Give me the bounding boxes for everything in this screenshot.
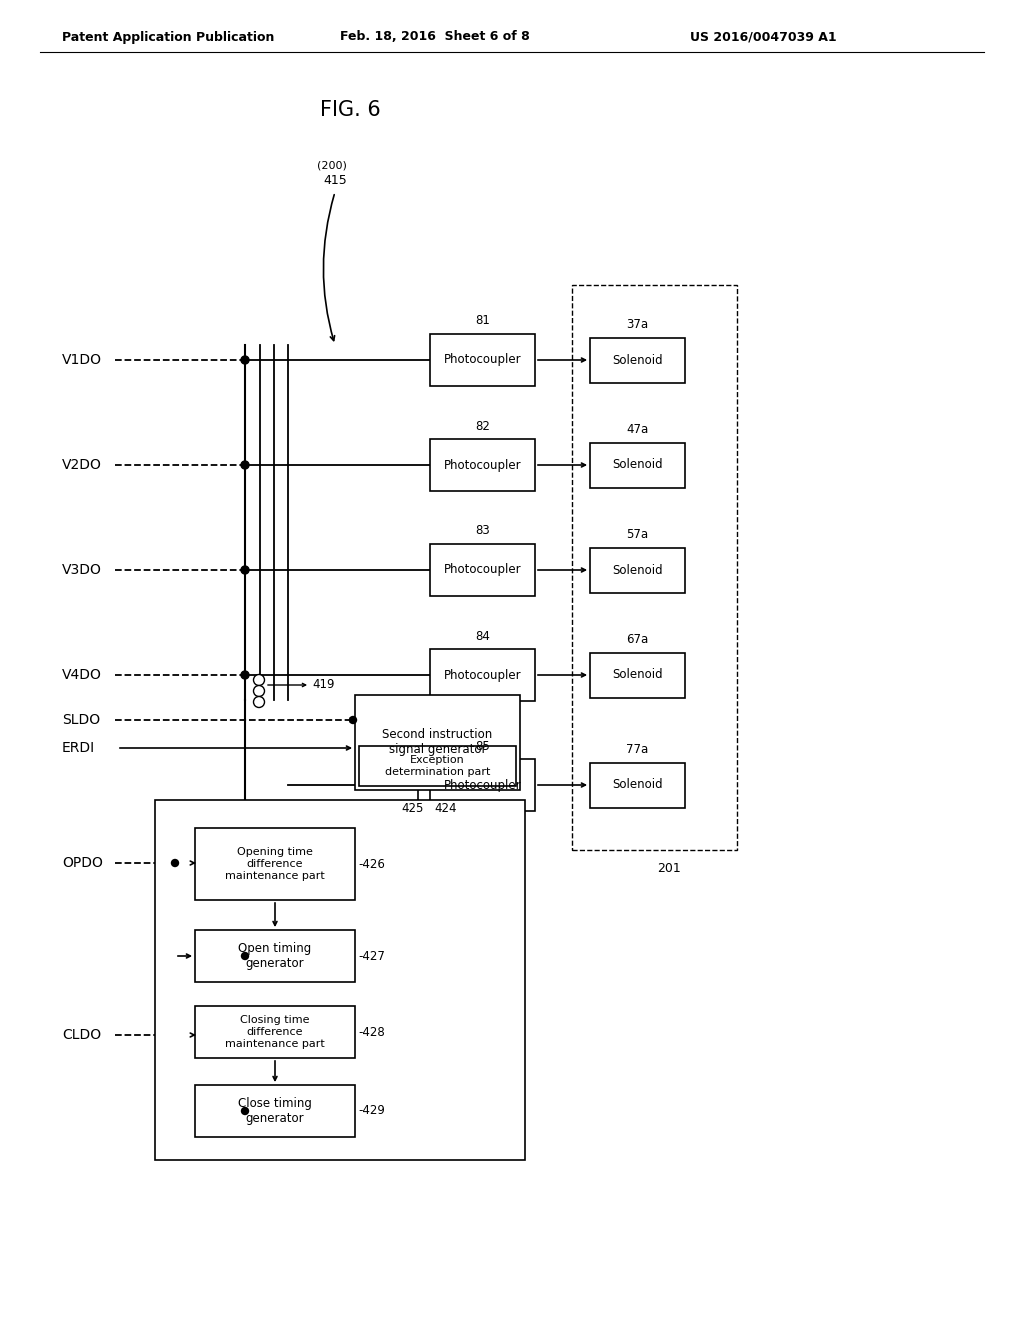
Circle shape bbox=[241, 566, 249, 574]
Text: -426: -426 bbox=[358, 858, 385, 870]
FancyBboxPatch shape bbox=[155, 800, 525, 1160]
Text: Photocoupler: Photocoupler bbox=[443, 779, 521, 792]
Circle shape bbox=[254, 697, 264, 708]
Text: Feb. 18, 2016  Sheet 6 of 8: Feb. 18, 2016 Sheet 6 of 8 bbox=[340, 30, 529, 44]
Text: Photocoupler: Photocoupler bbox=[443, 354, 521, 367]
Text: Solenoid: Solenoid bbox=[612, 779, 663, 792]
Text: 67a: 67a bbox=[627, 634, 648, 645]
Text: 201: 201 bbox=[657, 862, 681, 874]
Text: (200): (200) bbox=[317, 160, 347, 170]
FancyBboxPatch shape bbox=[590, 548, 685, 593]
Text: 85: 85 bbox=[475, 739, 489, 752]
Circle shape bbox=[241, 356, 249, 364]
Text: 77a: 77a bbox=[627, 743, 648, 756]
FancyBboxPatch shape bbox=[195, 931, 355, 982]
Text: CLDO: CLDO bbox=[62, 1028, 101, 1041]
FancyBboxPatch shape bbox=[359, 746, 516, 785]
Text: 47a: 47a bbox=[627, 422, 648, 436]
FancyBboxPatch shape bbox=[430, 544, 535, 597]
FancyBboxPatch shape bbox=[590, 652, 685, 697]
Text: Open timing
generator: Open timing generator bbox=[239, 942, 311, 970]
Circle shape bbox=[254, 675, 264, 685]
Text: 57a: 57a bbox=[627, 528, 648, 541]
FancyBboxPatch shape bbox=[590, 338, 685, 383]
Text: Photocoupler: Photocoupler bbox=[443, 458, 521, 471]
Text: Closing time
difference
maintenance part: Closing time difference maintenance part bbox=[225, 1015, 325, 1048]
Circle shape bbox=[241, 461, 249, 469]
Text: Close timing
generator: Close timing generator bbox=[238, 1097, 312, 1125]
Circle shape bbox=[254, 685, 264, 697]
FancyBboxPatch shape bbox=[195, 1006, 355, 1059]
Text: V3DO: V3DO bbox=[62, 564, 101, 577]
Circle shape bbox=[241, 671, 249, 678]
Circle shape bbox=[349, 717, 356, 723]
FancyBboxPatch shape bbox=[195, 828, 355, 900]
FancyBboxPatch shape bbox=[430, 649, 535, 701]
Text: 84: 84 bbox=[475, 630, 489, 643]
Circle shape bbox=[171, 859, 178, 866]
Text: Solenoid: Solenoid bbox=[612, 668, 663, 681]
Text: 424: 424 bbox=[434, 801, 457, 814]
FancyBboxPatch shape bbox=[430, 334, 535, 385]
Text: 419: 419 bbox=[312, 678, 335, 692]
Text: Solenoid: Solenoid bbox=[612, 564, 663, 577]
Text: US 2016/0047039 A1: US 2016/0047039 A1 bbox=[690, 30, 837, 44]
FancyBboxPatch shape bbox=[590, 442, 685, 487]
Text: OPDO: OPDO bbox=[62, 855, 102, 870]
Text: 415: 415 bbox=[324, 173, 347, 186]
Text: 83: 83 bbox=[475, 524, 489, 537]
Text: -427: -427 bbox=[358, 949, 385, 962]
Circle shape bbox=[242, 953, 249, 960]
Text: 37a: 37a bbox=[627, 318, 648, 331]
Text: -428: -428 bbox=[358, 1026, 385, 1039]
FancyBboxPatch shape bbox=[590, 763, 685, 808]
Text: Patent Application Publication: Patent Application Publication bbox=[62, 30, 274, 44]
FancyBboxPatch shape bbox=[572, 285, 737, 850]
Circle shape bbox=[242, 1107, 249, 1114]
Text: Exception
determination part: Exception determination part bbox=[385, 755, 490, 776]
FancyBboxPatch shape bbox=[430, 759, 535, 810]
FancyBboxPatch shape bbox=[355, 696, 520, 789]
FancyBboxPatch shape bbox=[195, 1085, 355, 1137]
Text: 81: 81 bbox=[475, 314, 489, 327]
Text: Photocoupler: Photocoupler bbox=[443, 668, 521, 681]
Text: ERDI: ERDI bbox=[62, 741, 95, 755]
Text: SLDO: SLDO bbox=[62, 713, 100, 727]
Text: Solenoid: Solenoid bbox=[612, 354, 663, 367]
Text: Second instruction
signal generator: Second instruction signal generator bbox=[382, 729, 493, 756]
Text: FIG. 6: FIG. 6 bbox=[319, 100, 380, 120]
FancyBboxPatch shape bbox=[430, 440, 535, 491]
Text: V4DO: V4DO bbox=[62, 668, 101, 682]
Text: 425: 425 bbox=[401, 801, 424, 814]
Text: Photocoupler: Photocoupler bbox=[443, 564, 521, 577]
Text: V1DO: V1DO bbox=[62, 352, 102, 367]
Text: 82: 82 bbox=[475, 420, 489, 433]
Text: Solenoid: Solenoid bbox=[612, 458, 663, 471]
Text: -429: -429 bbox=[358, 1105, 385, 1118]
Text: Opening time
difference
maintenance part: Opening time difference maintenance part bbox=[225, 847, 325, 880]
Text: V2DO: V2DO bbox=[62, 458, 101, 473]
